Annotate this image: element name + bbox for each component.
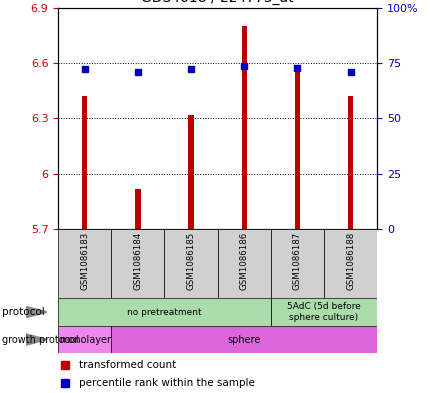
Text: GSM1086188: GSM1086188	[345, 232, 354, 290]
Bar	[347, 96, 352, 229]
Bar	[58, 229, 111, 298]
Text: transformed count: transformed count	[79, 360, 176, 370]
Bar	[164, 229, 217, 298]
Text: GSM1086186: GSM1086186	[239, 232, 248, 290]
Text: percentile rank within the sample: percentile rank within the sample	[79, 378, 254, 388]
Bar	[217, 229, 270, 298]
Bar	[111, 326, 376, 353]
Text: GSM1086183: GSM1086183	[80, 232, 89, 290]
Text: GSM1086185: GSM1086185	[186, 232, 195, 290]
Text: protocol: protocol	[2, 307, 45, 317]
Text: sphere: sphere	[227, 334, 260, 345]
Polygon shape	[26, 334, 47, 345]
Bar	[58, 298, 270, 326]
Title: GDS4618 / 224773_at: GDS4618 / 224773_at	[141, 0, 293, 6]
Bar	[58, 326, 111, 353]
Text: GSM1086187: GSM1086187	[292, 232, 301, 290]
Text: no pretreatment: no pretreatment	[127, 308, 201, 316]
Bar	[270, 229, 323, 298]
Bar	[82, 96, 87, 229]
Bar	[294, 72, 299, 229]
Text: growth protocol: growth protocol	[2, 334, 79, 345]
Text: GSM1086184: GSM1086184	[133, 232, 142, 290]
Bar	[135, 189, 140, 229]
Bar	[241, 26, 246, 229]
Bar	[270, 298, 376, 326]
Bar	[323, 229, 376, 298]
Text: 5AdC (5d before
sphere culture): 5AdC (5d before sphere culture)	[286, 302, 360, 322]
Bar	[188, 115, 193, 229]
Text: monolayer: monolayer	[58, 334, 111, 345]
Bar	[111, 229, 164, 298]
Polygon shape	[26, 307, 47, 318]
